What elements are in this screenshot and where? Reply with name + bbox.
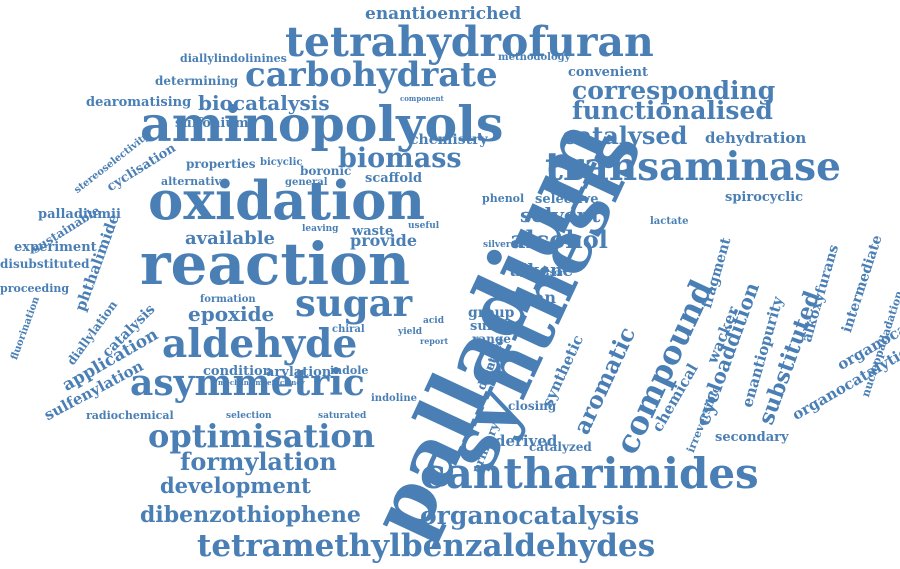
cloud-word: intermediate (839, 233, 886, 335)
cloud-word: asymmetric (130, 362, 365, 404)
cloud-word: component (400, 94, 444, 103)
cloud-word: acid (423, 316, 445, 326)
cloud-word: convenient (568, 65, 648, 80)
cloud-word: aminopolyols (140, 95, 504, 153)
cloud-word: biocatalysis (198, 91, 330, 115)
cloud-word: yield (398, 327, 423, 337)
cloud-word: available (185, 228, 275, 249)
cloud-word: experiment (14, 240, 97, 255)
cloud-word: biomass (338, 143, 462, 174)
cloud-word: properties (186, 157, 256, 171)
cloud-word: dehydration (705, 129, 807, 147)
cloud-word: enantioenriched (365, 4, 522, 24)
cloud-word: aldehyde (162, 321, 358, 367)
cloud-word: precursor (520, 267, 564, 277)
cloud-word: oxidation (148, 170, 425, 232)
cloud-word: silver (483, 240, 511, 250)
cloud-word: alternative (161, 175, 228, 188)
cloud-word: saturated (318, 411, 367, 421)
cloud-word: functionalised (572, 96, 773, 125)
cloud-word: condition (203, 364, 273, 379)
cloud-word: determining (155, 74, 239, 88)
cloud-word: group (468, 305, 515, 321)
cloud-word: waste (352, 224, 394, 239)
cloud-word: fluorination (9, 295, 43, 362)
cloud-word: reaction (140, 230, 411, 298)
cloud-word: indole (330, 364, 369, 377)
cloud-word: sulfonium (175, 116, 249, 131)
cloud-word: diallylindolinines (180, 52, 287, 65)
cloud-word: transaminase (545, 144, 841, 190)
cloud-word: alkene (510, 261, 574, 281)
cloud-word: epoxide (188, 302, 275, 326)
cloud-word: scaffold (365, 171, 423, 186)
cloud-word: efficiency (267, 378, 305, 387)
cloud-word: spirocyclic (725, 190, 804, 205)
cloud-word: development (160, 473, 311, 498)
cloud-word: selective (535, 192, 599, 207)
cloud-word: closing (508, 399, 557, 413)
cloud-word: tetramethylbenzaldehydes (197, 528, 656, 564)
cloud-word: phenol (482, 192, 525, 205)
cloud-word: bicyclic (260, 157, 303, 168)
cloud-word: boronic (300, 164, 352, 178)
cloud-word: optimisation (148, 417, 375, 455)
cloud-word: palladiumii (38, 207, 121, 222)
cloud-word: selection (226, 411, 272, 421)
cloud-word: dearomatising (86, 95, 192, 110)
cloud-word: corresponding (572, 76, 776, 105)
cloud-word: formation (200, 294, 256, 305)
cloud-word: carbohydrate (245, 55, 498, 95)
cloud-word: dibenzothiophene (140, 502, 361, 528)
cloud-word: mechanism (218, 378, 263, 387)
cloud-word: proceeding (0, 282, 70, 295)
cloud-word: useful (408, 221, 440, 231)
cloud-word: general (285, 177, 328, 188)
cloud-word: cantharimides (420, 449, 759, 498)
cloud-word: chiral (332, 324, 365, 335)
cloud-word: formylation (180, 447, 337, 476)
cloud-word: organocatalysis (420, 501, 640, 530)
cloud-word: indoline (371, 393, 417, 404)
cloud-word: sugar (295, 281, 413, 325)
cloud-word: arylation (266, 365, 332, 380)
cloud-word: leaving (302, 224, 339, 234)
cloud-word: catalysed (562, 121, 688, 150)
cloud-word: catalyzed (529, 440, 592, 454)
cloud-word: solvent (520, 203, 601, 227)
cloud-word: methodology (498, 52, 571, 63)
cloud-word: secondary (715, 430, 789, 445)
cloud-word: tetrahydrofuran (285, 18, 654, 66)
cloud-word: furan (507, 288, 556, 307)
cloud-word: provide (350, 231, 418, 250)
cloud-word: disubstituted (0, 257, 90, 271)
cloud-word: alcohol (510, 225, 608, 254)
cloud-word: derived (495, 432, 558, 450)
cloud-word: radiochemical (86, 409, 174, 422)
cloud-word: report (420, 336, 449, 346)
cloud-word: sulfur (470, 319, 514, 334)
cloud-word: chemistry (410, 132, 488, 148)
cloud-word: range (472, 332, 511, 346)
cloud-word: lactate (650, 216, 689, 227)
